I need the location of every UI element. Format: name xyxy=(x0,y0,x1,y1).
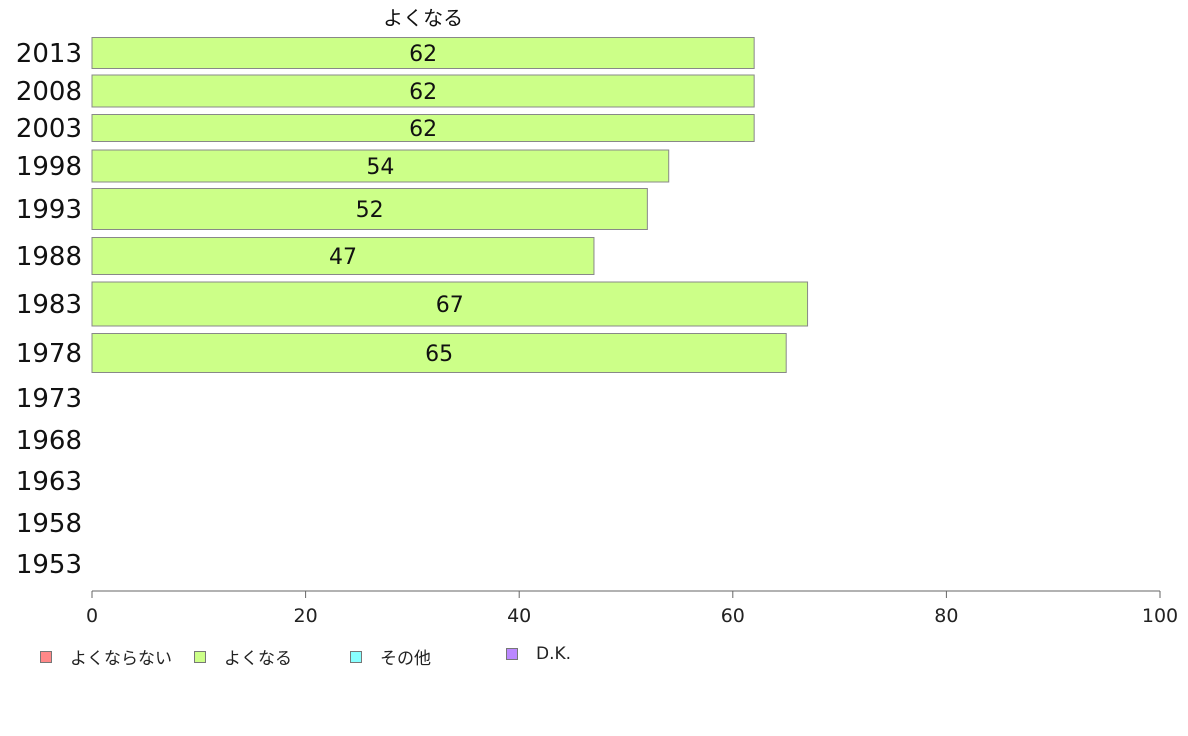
data-label: 62 xyxy=(409,117,437,142)
bar xyxy=(91,74,755,108)
bar xyxy=(91,149,670,183)
legend-item: よくならない xyxy=(40,644,172,669)
category-label: 2013 xyxy=(16,39,82,69)
x-tick-label: 0 xyxy=(86,605,98,627)
data-label: 54 xyxy=(366,155,394,180)
category-label: 1998 xyxy=(16,152,82,182)
category-label: 2008 xyxy=(16,77,82,107)
category-label: 1968 xyxy=(16,426,82,456)
data-label: 65 xyxy=(425,342,453,367)
x-tick-label: 20 xyxy=(294,605,318,627)
bar xyxy=(91,37,755,69)
data-label: 67 xyxy=(436,293,464,318)
legend-label: その他 xyxy=(380,649,431,669)
series-header-label: よくなる xyxy=(383,6,463,30)
category-label: 1963 xyxy=(16,467,82,497)
category-label: 1993 xyxy=(16,195,82,225)
data-label: 52 xyxy=(356,198,384,223)
bar xyxy=(91,237,595,275)
x-tick-label: 60 xyxy=(721,605,745,627)
category-label: 1973 xyxy=(16,384,82,414)
bar xyxy=(91,281,809,327)
category-label: 1978 xyxy=(16,339,82,369)
legend-item: よくなる xyxy=(194,644,292,669)
category-label: 1988 xyxy=(16,242,82,272)
bar xyxy=(91,114,755,142)
x-tick-label: 100 xyxy=(1142,605,1178,627)
x-tick-label: 80 xyxy=(934,605,958,627)
category-label: 1983 xyxy=(16,290,82,320)
legend-item: D.K. xyxy=(506,644,571,664)
x-tick-label: 40 xyxy=(507,605,531,627)
data-label: 47 xyxy=(329,245,357,270)
legend-label: よくならない xyxy=(70,649,172,669)
category-label: 1958 xyxy=(16,509,82,539)
labels-layer: よくなる 2013 62 2008 62 2003 62 1998 54 1993 52 1988 47… xyxy=(16,6,464,580)
x-axis: 0 20 40 60 80 100 xyxy=(86,590,1178,627)
bar xyxy=(91,333,787,373)
legend-swatch xyxy=(350,650,362,663)
legend-label: D.K. xyxy=(536,644,572,664)
legend-swatch xyxy=(40,650,52,663)
bars-layer xyxy=(91,37,809,373)
legend-label: よくなる xyxy=(224,649,292,669)
legend-item: その他 xyxy=(350,644,431,669)
bar xyxy=(91,188,648,230)
legend-swatch xyxy=(194,650,206,663)
data-label: 62 xyxy=(409,80,437,105)
data-label: 62 xyxy=(409,42,437,67)
category-label: 1953 xyxy=(16,550,82,580)
legend-swatch xyxy=(506,648,518,660)
category-label: 2003 xyxy=(16,114,82,144)
